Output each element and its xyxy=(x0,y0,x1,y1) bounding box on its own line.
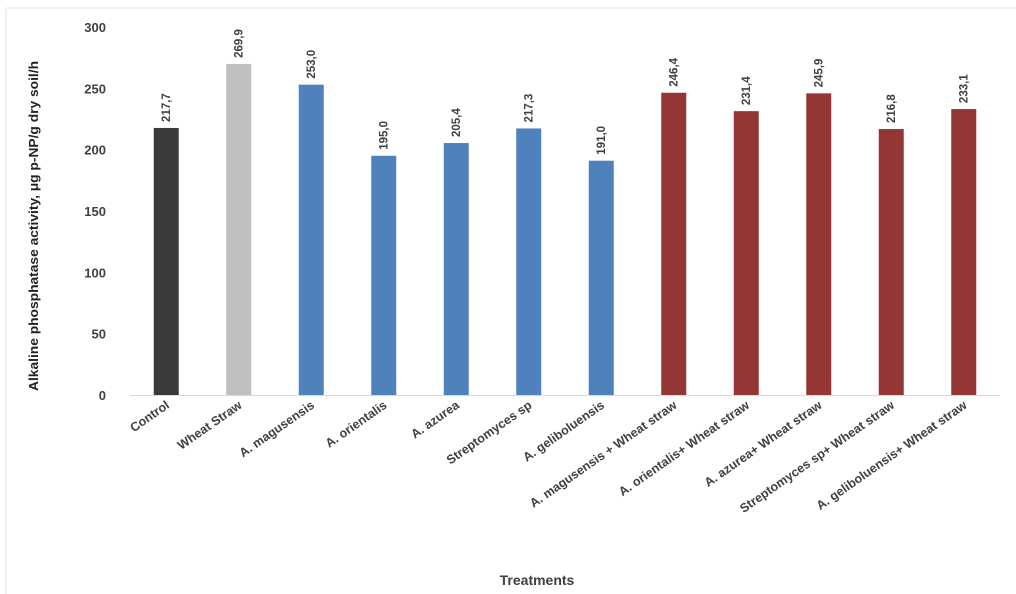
bar xyxy=(226,63,252,395)
bar xyxy=(371,155,397,395)
bar xyxy=(733,111,759,396)
data-label: 246,4 xyxy=(669,57,681,86)
y-tick-label: 0 xyxy=(99,388,106,403)
bar xyxy=(516,128,542,396)
y-axis-title: Alkaline phosphatase activity, μg p-NP/g… xyxy=(26,61,41,391)
bar xyxy=(298,84,324,396)
data-label: 217,7 xyxy=(161,93,173,122)
y-tick-label: 150 xyxy=(84,204,106,219)
bar xyxy=(588,160,614,395)
y-tick-label: 250 xyxy=(84,81,106,96)
bars xyxy=(153,63,977,396)
bar xyxy=(661,92,687,396)
data-labels: 217,7 269,9 253,0 195,0 205,4 217,3 191,0 246,4… xyxy=(161,29,971,155)
y-tick-label: 200 xyxy=(84,143,106,158)
data-label: 195,0 xyxy=(379,121,391,150)
y-tick-label: 50 xyxy=(92,327,106,342)
data-label: 231,4 xyxy=(741,76,753,105)
y-tick-label: 300 xyxy=(84,20,106,35)
data-label: 191,0 xyxy=(596,126,608,155)
bar xyxy=(951,109,977,396)
data-label: 253,0 xyxy=(306,50,318,79)
data-label: 216,8 xyxy=(886,94,898,123)
data-label: 233,1 xyxy=(959,74,971,103)
data-label: 217,3 xyxy=(524,94,536,123)
y-tick-label: 100 xyxy=(84,265,106,280)
bar xyxy=(806,93,832,395)
bar xyxy=(153,127,179,396)
y-axis-ticks: 0 50 100 150 200 250 300 xyxy=(84,20,106,403)
data-label: 205,4 xyxy=(451,108,463,137)
bar xyxy=(443,143,469,395)
x-axis-title: Treatments xyxy=(500,572,575,588)
data-label: 269,9 xyxy=(234,29,246,58)
data-label: 245,9 xyxy=(814,59,826,88)
bar xyxy=(878,129,904,396)
